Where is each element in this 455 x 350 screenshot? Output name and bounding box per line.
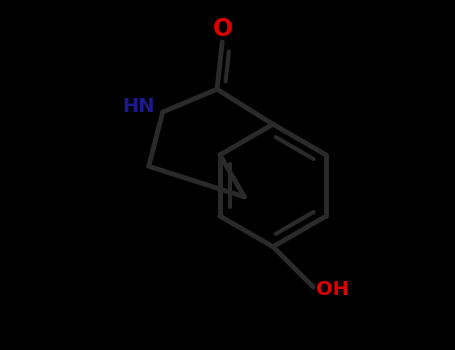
- Text: HN: HN: [123, 97, 155, 116]
- Text: O: O: [213, 17, 233, 41]
- Text: OH: OH: [316, 280, 349, 299]
